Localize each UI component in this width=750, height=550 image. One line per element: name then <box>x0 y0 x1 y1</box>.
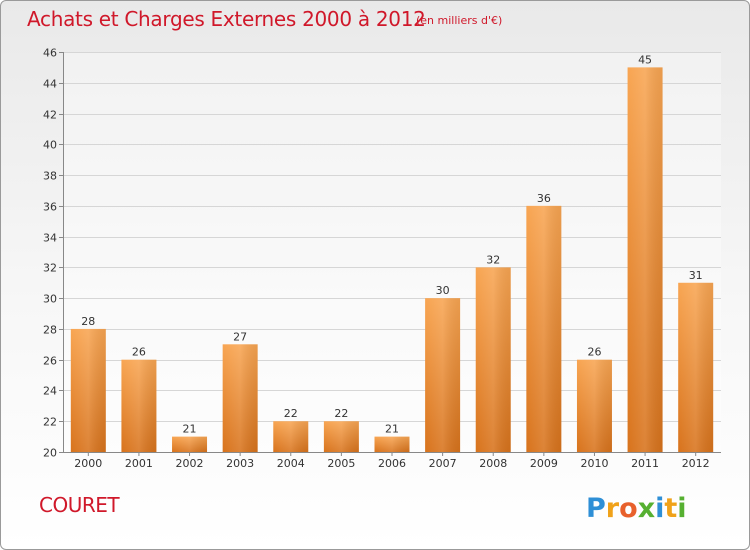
y-tick-label: 30 <box>43 293 57 306</box>
proxiti-logo-icon: Proxiti <box>586 493 687 524</box>
y-tick-label: 22 <box>43 416 57 429</box>
bars <box>70 67 714 452</box>
x-tick-label: 2007 <box>429 457 457 470</box>
x-tick-label: 2008 <box>479 457 507 470</box>
svg-text:Proxiti: Proxiti <box>586 493 687 524</box>
bar-shine <box>121 359 157 452</box>
y-tick-label: 32 <box>43 262 57 275</box>
data-label: 30 <box>436 284 450 297</box>
y-tick-label: 24 <box>43 385 57 398</box>
y-tick-label: 42 <box>43 109 57 122</box>
labels: 28 26 21 27 22 22 21 30 32 36 26 45 31 <box>81 53 702 435</box>
data-label: 36 <box>537 192 551 205</box>
y-tick-label: 44 <box>43 78 57 91</box>
commune-name: COURET <box>39 493 120 517</box>
x-tick-label: 2002 <box>176 457 204 470</box>
x-tick-label: 2006 <box>378 457 406 470</box>
proxiti-logo[interactable]: Proxiti <box>586 487 696 527</box>
bar-shine <box>678 282 714 452</box>
y-tick-label: 34 <box>43 232 57 245</box>
x-tick-label: 2005 <box>327 457 355 470</box>
x-tick-label: 2004 <box>277 457 305 470</box>
data-label: 22 <box>284 407 298 420</box>
x-tick-label: 2012 <box>682 457 710 470</box>
bar-shine <box>70 328 106 452</box>
x-tick-label: 2003 <box>226 457 254 470</box>
data-label: 21 <box>385 423 399 436</box>
y-tick-label: 36 <box>43 201 57 214</box>
y-tick-label: 26 <box>43 355 57 368</box>
data-label: 26 <box>587 346 601 359</box>
bar-shine <box>526 205 562 452</box>
data-label: 21 <box>183 423 197 436</box>
bar-shine <box>475 267 511 452</box>
bar-shine <box>323 421 359 452</box>
bar-shine <box>627 67 663 452</box>
data-label: 32 <box>486 253 500 266</box>
bar-shine <box>172 436 208 452</box>
data-label: 22 <box>334 407 348 420</box>
y-tick-label: 20 <box>43 447 57 460</box>
data-label: 45 <box>638 53 652 66</box>
axes: 20 22 24 26 28 30 32 34 36 38 40 42 44 46 2000 2001 2002… <box>43 47 721 470</box>
y-tick-label: 40 <box>43 139 57 152</box>
plot-area <box>63 52 721 452</box>
data-label: 31 <box>689 269 703 282</box>
x-tick-label: 2011 <box>631 457 659 470</box>
data-label: 27 <box>233 330 247 343</box>
x-tick-label: 2010 <box>580 457 608 470</box>
gridlines <box>63 52 721 453</box>
data-label: 26 <box>132 346 146 359</box>
bar-shine <box>576 359 612 452</box>
x-tick-label: 2001 <box>125 457 153 470</box>
bar-shine <box>222 344 258 452</box>
x-tick-label: 2000 <box>74 457 102 470</box>
bar-shine <box>273 421 309 452</box>
x-tick-label: 2009 <box>530 457 558 470</box>
y-tick-label: 38 <box>43 170 57 183</box>
bar-shine <box>374 436 410 452</box>
y-tick-label: 46 <box>43 47 57 60</box>
data-label: 28 <box>81 315 95 328</box>
y-tick-label: 28 <box>43 324 57 337</box>
chart-title: Achats et Charges Externes 2000 à 2012 <box>27 7 426 31</box>
bar-shine <box>425 298 461 452</box>
chart-unit: (en milliers d'€) <box>416 14 503 27</box>
